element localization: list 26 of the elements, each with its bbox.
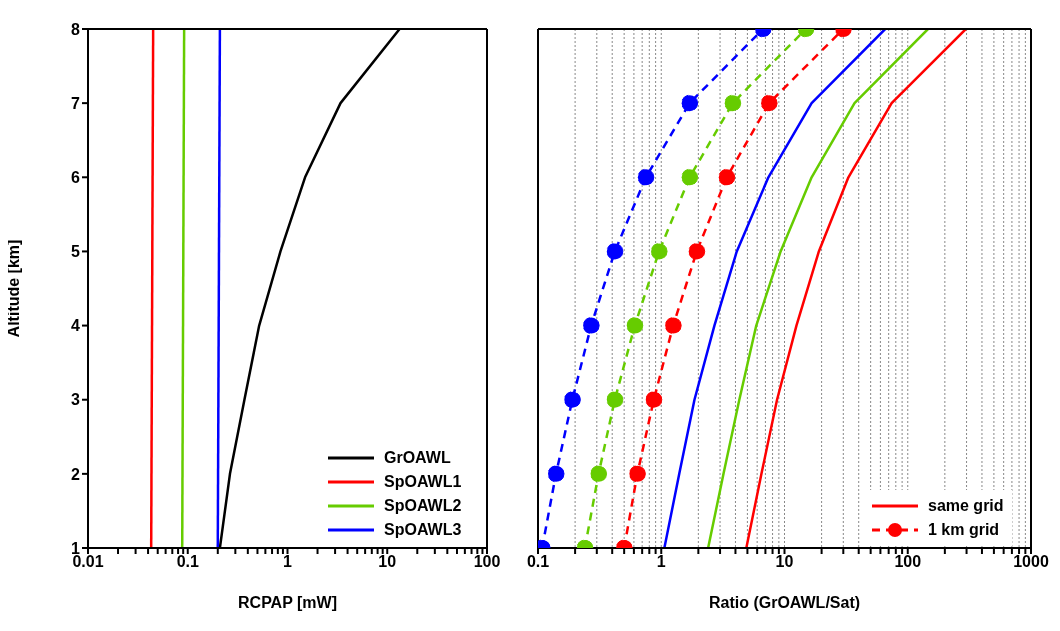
x-tick-label: 1 — [656, 553, 666, 571]
y-tick-label: 5 — [71, 243, 81, 261]
x-tick-label: 0.1 — [526, 553, 550, 571]
legend-label: GrOAWL — [384, 449, 451, 467]
y-tick-label: 3 — [71, 391, 81, 409]
legend-label: SpOAWL2 — [384, 497, 462, 515]
legend-label: SpOAWL3 — [384, 521, 462, 539]
y-tick-label: 2 — [71, 465, 81, 483]
y-axis-title: Altitude [km] — [4, 239, 22, 338]
y-tick-label: 4 — [71, 317, 81, 335]
legend-label: 1 km grid — [928, 521, 1000, 539]
legend-label: same grid — [928, 497, 1004, 515]
x-tick-label: 0.1 — [176, 553, 199, 571]
x-tick-label: 1 — [283, 553, 293, 571]
x-tick-label: 100 — [894, 553, 922, 571]
y-tick-label: 8 — [71, 20, 81, 38]
x-tick-label: 0.01 — [72, 553, 104, 571]
x-tick-label: 1000 — [1013, 553, 1049, 571]
x-tick-label: 10 — [775, 553, 794, 571]
x-tick-label: 10 — [378, 553, 397, 571]
x-axis-title: Ratio (GrOAWL/Sat) — [708, 594, 861, 611]
x-tick-label: 100 — [473, 553, 501, 571]
y-tick-label: 7 — [71, 94, 81, 112]
legend-label: SpOAWL1 — [384, 473, 462, 491]
y-tick-label: 6 — [71, 168, 81, 186]
x-axis-title: RCPAP [mW] — [238, 594, 337, 611]
